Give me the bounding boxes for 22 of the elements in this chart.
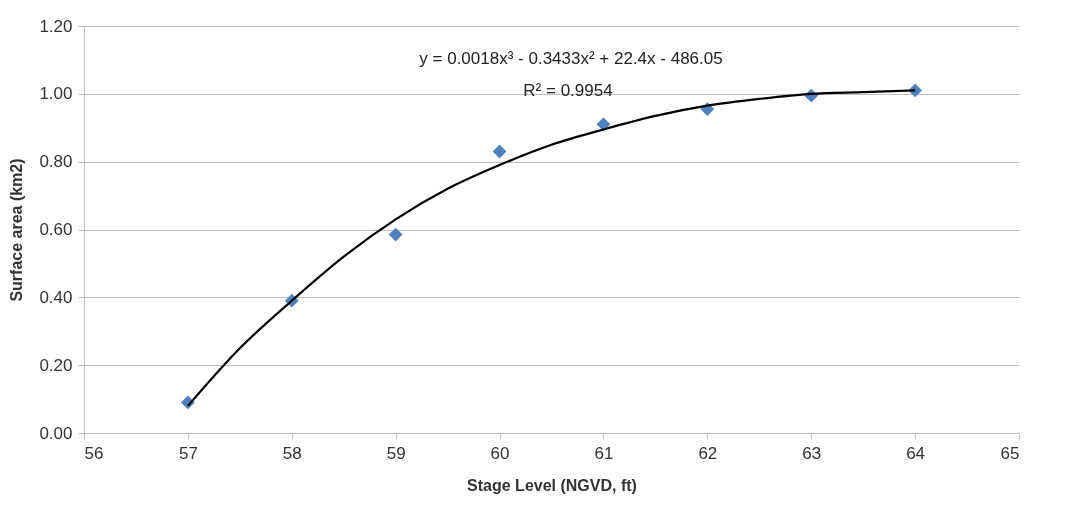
annotation: R² = 0.9954 [523, 81, 613, 100]
x-tick-label: 62 [698, 443, 718, 463]
y-tick-label: 0.40 [39, 287, 73, 307]
y-tick-label: 1.00 [39, 84, 73, 104]
x-tick-label: 59 [386, 443, 406, 463]
y-tick-label: 0.00 [39, 423, 73, 443]
x-tick-label: 60 [490, 443, 510, 463]
x-tick-label: 61 [594, 443, 614, 463]
y-tick-label: 0.20 [39, 355, 73, 375]
y-tick-label: 0.60 [39, 220, 73, 239]
x-tick-label: 65 [1000, 443, 1020, 463]
y-tick-label: 0.80 [39, 152, 73, 172]
x-tick-label: 63 [802, 443, 822, 463]
x-tick-label: 57 [178, 443, 198, 463]
x-tick-label: 64 [906, 443, 926, 463]
y-axis-title: Surface area (km2) [8, 158, 26, 302]
x-tick-label: 56 [84, 443, 104, 463]
point [388, 227, 403, 242]
y-tick-label: 1.20 [39, 16, 73, 36]
x-tick-label: 58 [282, 443, 302, 463]
annotation: y = 0.0018x³ - 0.3433x² + 22.4x - 486.05 [419, 49, 723, 68]
x-axis-title: Stage Level (NGVD, ft) [467, 476, 637, 494]
